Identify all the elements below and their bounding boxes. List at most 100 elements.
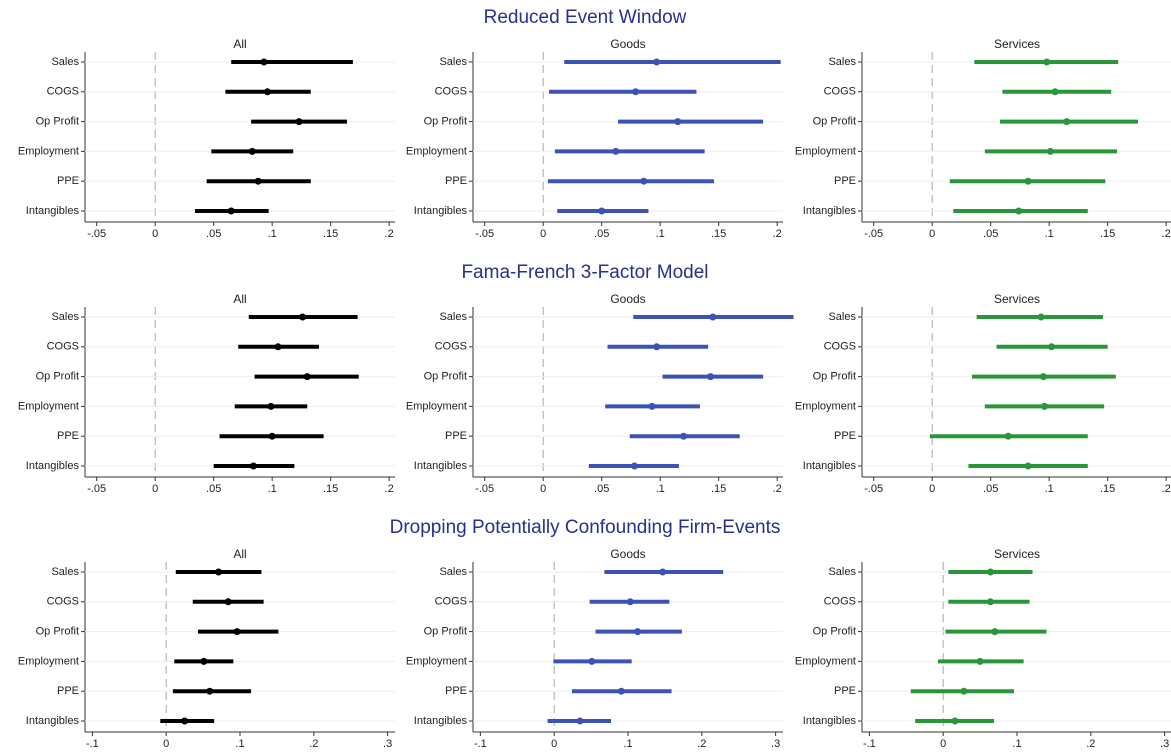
x-tick-label: -.05 <box>475 228 494 240</box>
x-tick-label: .1 <box>268 228 277 240</box>
x-tick-label: .15 <box>711 228 726 240</box>
y-tick-label: COGS <box>47 341 79 353</box>
point-estimate <box>267 402 275 410</box>
panel-title: All <box>233 37 246 51</box>
x-tick-label: .2 <box>385 483 394 495</box>
x-tick-label: .2 <box>773 228 782 240</box>
point-estimate <box>274 343 282 351</box>
point-estimate <box>986 568 994 576</box>
x-tick-label: 0 <box>540 483 546 495</box>
point-estimate <box>653 58 661 66</box>
point-estimate <box>1040 402 1048 410</box>
point-estimate <box>588 657 596 665</box>
y-tick-label: COGS <box>824 341 856 353</box>
x-tick-label: .05 <box>594 228 609 240</box>
x-tick-label: .1 <box>235 738 244 750</box>
panel-title: All <box>233 292 246 306</box>
y-tick-label: COGS <box>47 86 79 98</box>
point-estimate <box>648 402 656 410</box>
x-tick-label: -.05 <box>87 228 106 240</box>
x-tick-label: .2 <box>697 738 706 750</box>
y-tick-label: Sales <box>828 566 856 578</box>
x-tick-label: .1 <box>1045 483 1054 495</box>
point-estimate <box>248 147 256 155</box>
point-estimate <box>1024 462 1032 470</box>
y-tick-label: Employment <box>406 400 467 412</box>
x-tick-label: .3 <box>1160 738 1169 750</box>
point-estimate <box>709 313 717 321</box>
point-estimate <box>617 687 625 695</box>
y-tick-label: Intangibles <box>414 460 468 472</box>
point-estimate <box>1037 313 1045 321</box>
point-estimate <box>674 118 682 126</box>
x-tick-label: -.1 <box>474 738 487 750</box>
y-tick-label: PPE <box>57 175 79 187</box>
y-tick-label: COGS <box>47 596 79 608</box>
point-estimate <box>1039 373 1047 381</box>
x-tick-label: 0 <box>152 483 158 495</box>
point-estimate <box>233 628 241 636</box>
y-tick-label: Employment <box>18 145 79 157</box>
section-title: Fama-French 3-Factor Model <box>461 262 708 283</box>
y-tick-label: Employment <box>406 145 467 157</box>
y-tick-label: Intangibles <box>803 460 857 472</box>
x-tick-label: 0 <box>540 228 546 240</box>
panel-title: Goods <box>610 547 645 561</box>
y-tick-label: Employment <box>795 145 856 157</box>
point-estimate <box>1046 147 1054 155</box>
y-tick-label: Op Profit <box>36 371 79 383</box>
x-tick-label: .15 <box>1100 228 1115 240</box>
y-tick-label: COGS <box>435 341 467 353</box>
x-tick-label: .3 <box>771 738 780 750</box>
point-estimate <box>254 177 262 185</box>
x-tick-label: .2 <box>773 483 782 495</box>
y-tick-label: Sales <box>828 311 856 323</box>
point-estimate <box>951 717 959 725</box>
point-estimate <box>626 598 634 606</box>
x-tick-label: .2 <box>1162 483 1171 495</box>
point-estimate <box>181 717 189 725</box>
y-tick-label: Intangibles <box>414 715 468 727</box>
point-estimate <box>224 598 232 606</box>
y-tick-label: PPE <box>445 430 467 442</box>
y-tick-label: Op Profit <box>424 626 467 638</box>
x-tick-label: .15 <box>711 483 726 495</box>
point-estimate <box>680 432 688 440</box>
x-tick-label: 0 <box>929 228 935 240</box>
x-tick-label: .2 <box>1086 738 1095 750</box>
point-estimate <box>640 177 648 185</box>
point-estimate <box>206 687 214 695</box>
y-tick-label: Op Profit <box>813 371 856 383</box>
x-tick-label: .2 <box>385 228 394 240</box>
point-estimate <box>1024 177 1032 185</box>
x-tick-label: .1 <box>268 483 277 495</box>
x-tick-label: -.05 <box>864 483 883 495</box>
y-tick-label: Op Profit <box>813 626 856 638</box>
panel-title: Services <box>994 547 1040 561</box>
y-tick-label: Employment <box>18 655 79 667</box>
point-estimate <box>227 207 235 215</box>
x-tick-label: .3 <box>383 738 392 750</box>
x-tick-label: .1 <box>1012 738 1021 750</box>
x-tick-label: -.1 <box>863 738 876 750</box>
point-estimate <box>295 118 303 126</box>
panel-title: All <box>233 547 246 561</box>
point-estimate <box>1051 88 1059 96</box>
point-estimate <box>303 373 311 381</box>
y-tick-label: Intangibles <box>26 460 80 472</box>
point-estimate <box>249 462 257 470</box>
y-tick-label: PPE <box>445 175 467 187</box>
point-estimate <box>299 313 307 321</box>
panel-title: Services <box>994 37 1040 51</box>
point-estimate <box>1063 118 1071 126</box>
y-tick-label: Intangibles <box>414 205 468 217</box>
y-tick-label: COGS <box>824 86 856 98</box>
x-tick-label: .05 <box>983 483 998 495</box>
x-tick-label: .05 <box>983 228 998 240</box>
y-tick-label: PPE <box>57 430 79 442</box>
y-tick-label: Employment <box>406 655 467 667</box>
point-estimate <box>634 628 642 636</box>
y-tick-label: COGS <box>435 86 467 98</box>
y-tick-label: PPE <box>57 685 79 697</box>
y-tick-label: Intangibles <box>803 715 857 727</box>
